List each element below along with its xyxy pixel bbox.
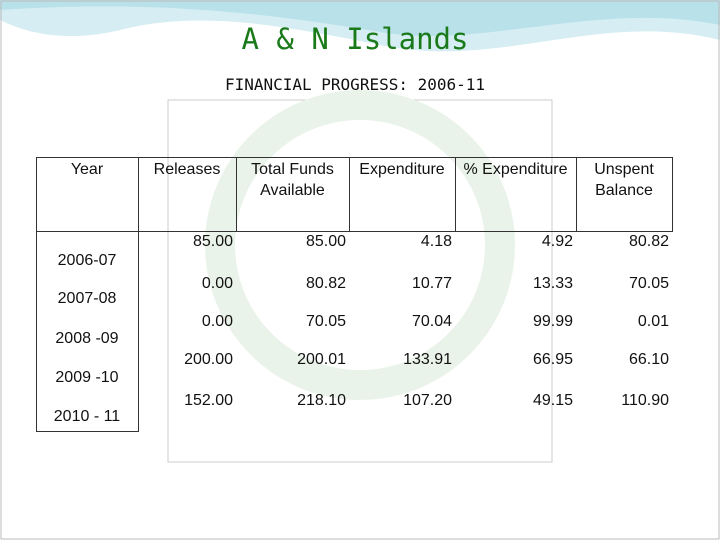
value-cell: 133.91 [403,351,452,368]
title: A & N Islands [241,22,469,56]
value-cell: 110.90 [621,392,669,409]
year-column [36,232,139,432]
year-label: 2006-07 [57,252,117,269]
value-cell: 80.82 [305,275,346,292]
value-cell: 10.77 [411,275,452,292]
value-cell: 4.92 [541,233,573,250]
header-label: Total Funds Available [251,161,334,199]
value-cell: 85.00 [192,233,233,250]
value-cell: 99.99 [532,313,573,330]
value-cell: 66.10 [628,351,669,368]
value-cell: 80.82 [628,233,669,250]
value-cell: 4.18 [420,233,452,250]
value-cell: 0.00 [201,275,233,292]
value-cell: 218.10 [297,392,346,409]
header-label: % Expenditure [463,161,568,178]
header-label: Unspent Balance [594,161,654,199]
year-label: 2010 - 11 [53,408,121,425]
header-label: Expenditure [359,161,445,178]
value-cell: 0.00 [201,313,233,330]
value-cell: 70.04 [411,313,452,330]
header-label: Releases [153,161,221,178]
value-cell: 107.20 [403,392,452,409]
watermark [205,90,515,400]
header-label: Year [70,161,104,178]
value-cell: 0.01 [637,313,669,330]
value-cell: 152.00 [184,392,233,409]
year-label: 2008 -09 [55,330,119,347]
value-cell: 200.01 [297,351,346,368]
year-label: 2007-08 [57,290,117,307]
year-label: 2009 -10 [55,369,119,386]
value-cell: 70.05 [628,275,669,292]
header-cell [576,157,673,232]
value-cell: 70.05 [305,313,346,330]
value-cell: 85.00 [305,233,346,250]
value-cell: 200.00 [184,351,233,368]
subtitle: FINANCIAL PROGRESS: 2006-11 [224,75,486,94]
value-cell: 13.33 [532,275,573,292]
wave [0,0,720,37]
value-cell: 66.95 [532,351,573,368]
value-cell: 49.15 [532,392,573,409]
